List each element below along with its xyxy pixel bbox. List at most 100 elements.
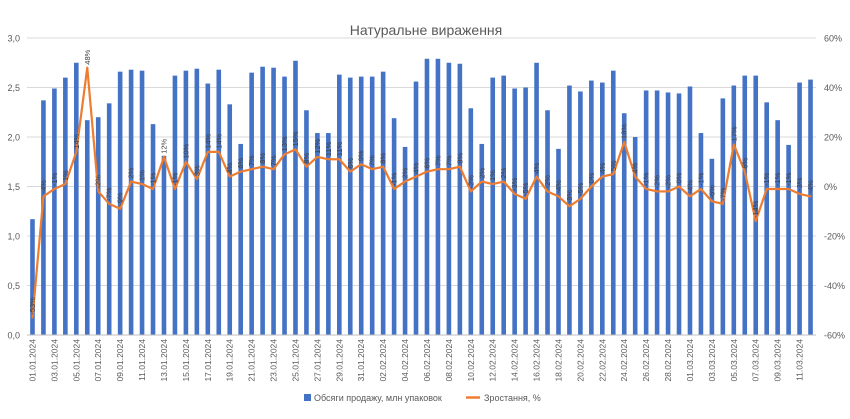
bar — [786, 144, 791, 335]
data-label: 8% — [455, 153, 464, 164]
bar — [501, 75, 506, 336]
data-label: 8% — [258, 153, 267, 164]
bar — [216, 69, 222, 336]
data-label: 1% — [61, 170, 70, 181]
bar — [742, 75, 748, 336]
x-tick-label: 14.02.2024 — [510, 339, 520, 382]
bar — [30, 219, 35, 335]
bar — [205, 83, 211, 335]
legend-label-line: Зростання, % — [484, 393, 541, 403]
data-label: -1% — [773, 172, 782, 186]
line-point — [294, 148, 297, 151]
bar — [446, 62, 452, 335]
data-label: 7% — [433, 155, 442, 166]
x-tick-label: 09.03.2024 — [773, 339, 783, 382]
data-label: 8% — [379, 153, 388, 164]
bar — [194, 68, 200, 335]
line-point — [53, 188, 56, 190]
bar — [369, 76, 375, 336]
bar — [227, 104, 233, 335]
bar — [665, 92, 671, 335]
line-point — [678, 185, 680, 188]
y-right-tick-label: -40% — [824, 281, 845, 291]
x-tick-label: 13.01.2024 — [159, 339, 169, 382]
data-label: 5% — [609, 160, 618, 171]
bar — [654, 90, 660, 335]
data-label: 14% — [214, 134, 223, 149]
bar — [391, 118, 397, 335]
x-tick-label: 07.03.2024 — [751, 339, 761, 382]
bar — [74, 62, 79, 335]
x-tick-label: 01.03.2024 — [685, 339, 695, 382]
bar — [326, 133, 331, 335]
bar — [128, 69, 134, 336]
line-point — [64, 183, 67, 185]
line-point — [371, 168, 374, 171]
line-point — [130, 180, 133, 183]
x-tick-label: 08.02.2024 — [444, 339, 454, 382]
data-label: -2% — [94, 175, 103, 189]
data-label: 7% — [444, 155, 453, 166]
bar — [282, 76, 287, 336]
y-left-tick-label: 2,5 — [7, 83, 20, 93]
bar — [315, 133, 320, 335]
line-point — [743, 170, 746, 173]
line-point — [426, 170, 428, 173]
data-label: -1% — [149, 172, 158, 186]
x-tick-label: 01.01.2024 — [27, 339, 37, 382]
data-label: 2% — [127, 167, 136, 178]
x-tick-label: 03.03.2024 — [707, 339, 717, 382]
y-axis-left: 0,0 0,5 1,0 1,5 2,0 2,5 3,0 — [7, 34, 20, 341]
data-label: -1% — [696, 172, 705, 186]
x-tick-label: 21.01.2024 — [247, 339, 257, 382]
data-label: -5% — [521, 182, 530, 196]
x-tick-label: 17.01.2024 — [203, 339, 213, 382]
y-right-tick-label: 0% — [824, 182, 837, 192]
data-label: 1% — [488, 170, 497, 181]
line-point — [721, 202, 724, 205]
line-point — [404, 180, 406, 183]
line-point — [338, 158, 341, 161]
line-point — [491, 183, 494, 185]
line-point — [458, 165, 461, 168]
line-point — [349, 170, 352, 173]
legend-swatch-bar — [304, 394, 311, 401]
bar — [117, 71, 123, 335]
bar — [479, 143, 485, 335]
x-tick-label: 29.01.2024 — [334, 339, 344, 382]
x-tick-label: 15.01.2024 — [181, 339, 191, 382]
line-point — [239, 170, 242, 173]
data-label: -1% — [642, 172, 651, 186]
line-point — [316, 155, 319, 158]
data-label: 48% — [83, 49, 92, 64]
line-point — [250, 168, 253, 171]
line-point — [228, 175, 231, 178]
data-label: -1% — [170, 172, 179, 186]
bar — [457, 63, 463, 336]
bar-series — [30, 58, 813, 336]
data-label: 15% — [291, 131, 300, 146]
line-point — [667, 190, 669, 193]
bar — [578, 91, 583, 336]
line-point — [612, 173, 615, 176]
bar — [304, 110, 309, 336]
data-label: 6% — [346, 157, 355, 168]
line-point — [513, 193, 516, 195]
x-tick-label: 11.01.2024 — [137, 339, 147, 381]
data-label: 4% — [225, 162, 234, 173]
line-point — [645, 188, 648, 190]
x-tick-label: 31.01.2024 — [356, 339, 366, 382]
x-tick-label: 16.02.2024 — [532, 339, 542, 382]
line-point — [557, 195, 560, 198]
bar — [95, 117, 101, 335]
bar — [435, 58, 441, 335]
line-point — [776, 188, 779, 190]
data-label: -4% — [685, 180, 694, 194]
x-tick-label: 22.02.2024 — [597, 339, 607, 382]
legend-label-bar: Обсяги продажу, млн упаковок — [314, 393, 442, 403]
data-label: -2% — [543, 175, 552, 189]
bar — [545, 110, 550, 336]
bar — [106, 103, 112, 335]
x-tick-label: 28.02.2024 — [663, 339, 673, 382]
data-label: 1% — [138, 170, 147, 181]
